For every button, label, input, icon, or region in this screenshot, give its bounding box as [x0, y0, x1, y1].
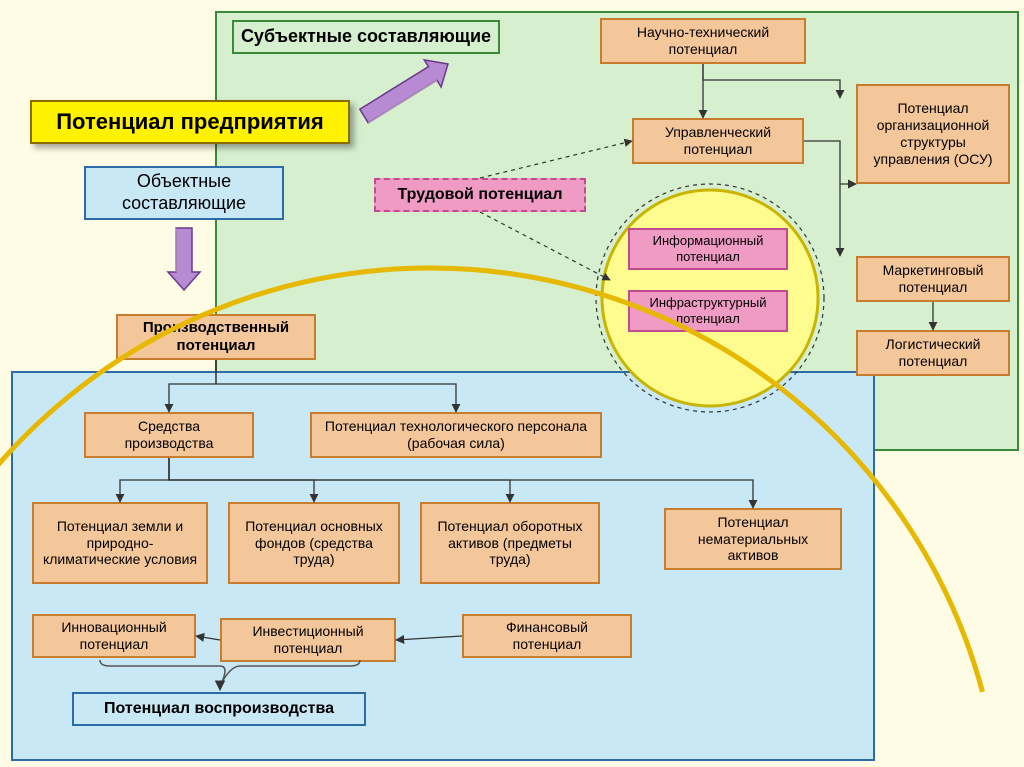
sci-tech: Научно-технический потенциал [600, 18, 806, 64]
tech-pers: Потенциал технологического персонала (ра… [310, 412, 602, 458]
intangible: Потенциал нематериальных активов [664, 508, 842, 570]
prod: Производственный потенциал [116, 314, 316, 360]
fixed: Потенциал основных фондов (средства труд… [228, 502, 400, 584]
obj-hdr: Объектные составляющие [84, 166, 284, 220]
logistic: Логистический потенциал [856, 330, 1010, 376]
land: Потенциал земли и природно-климатические… [32, 502, 208, 584]
finance: Финансовый потенциал [462, 614, 632, 658]
current: Потенциал оборотных активов (предметы тр… [420, 502, 600, 584]
mgmt: Управленческий потенциал [632, 118, 804, 164]
subj-hdr: Субъектные составляющие [232, 20, 500, 54]
info: Информационный потенциал [628, 228, 788, 270]
invest: Инвестиционный потенциал [220, 618, 396, 662]
reprod: Потенциал воспроизводства [72, 692, 366, 726]
labor: Трудовой потенциал [374, 178, 586, 212]
means: Средства производства [84, 412, 254, 458]
title: Потенциал предприятия [30, 100, 350, 144]
infra: Инфраструктурный потенциал [628, 290, 788, 332]
marketing: Маркетинговый потенциал [856, 256, 1010, 302]
org-struct: Потенциал организационной структуры упра… [856, 84, 1010, 184]
innov: Инновационный потенциал [32, 614, 196, 658]
